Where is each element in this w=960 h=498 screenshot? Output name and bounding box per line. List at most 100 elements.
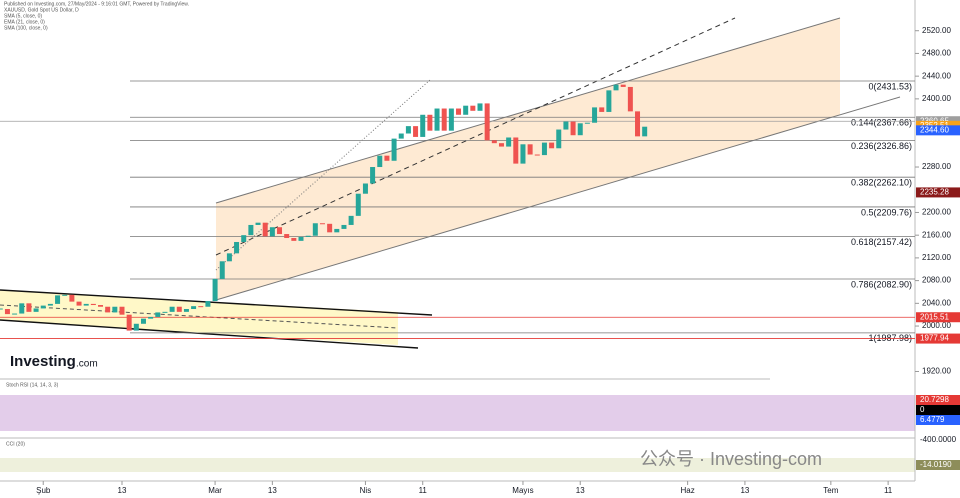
candle [463,105,469,115]
price-tag [916,333,960,344]
candle [312,223,318,236]
x-tick-label: 13 [740,486,749,495]
price-tag-label: 2015.51 [920,312,949,321]
candle [484,103,490,141]
candle [76,301,82,306]
y-tick-label: 2520.00 [922,26,951,35]
candle [248,224,254,236]
y-tick-label: 2120.00 [922,253,951,262]
candle [47,303,53,306]
fib-label: 0.786(2082.90) [851,279,912,289]
candle [341,224,347,229]
candle [477,103,483,111]
cci-band [0,458,915,472]
candle [119,306,125,315]
x-tick-label: 13 [118,486,127,495]
rising-channel [216,18,840,300]
y-tick-label: 2480.00 [922,49,951,58]
candle [527,144,533,155]
candle [112,306,118,313]
candle [291,238,297,241]
candle [549,142,555,149]
candle [398,133,404,139]
fib-label: 0.5(2209.76) [861,207,912,217]
candle [570,121,576,136]
x-tick-label: Nis [360,486,372,495]
candle [90,303,96,306]
candle [234,241,240,254]
x-tick-label: 13 [576,486,585,495]
candle [413,126,419,137]
header-text: SMA (100, close, 0) [4,25,48,31]
candle [319,223,325,225]
candle [269,227,275,237]
candle [584,122,590,124]
candle [355,193,361,216]
header-text: EMA (21, close, 0) [4,19,45,25]
candle [441,108,447,131]
watermark: 公众号 · Investing-com [640,449,822,469]
fib-label: 0.236(2326.86) [851,141,912,151]
candle [506,137,512,147]
candle [635,111,641,137]
indicator-tag [916,395,960,405]
candle [83,303,89,306]
candle [456,108,462,115]
header-text: XAUUSD, Gold Spot US Dollar, D [4,7,79,13]
candle [105,306,111,313]
channel-lower [215,96,901,301]
candle [126,314,132,331]
candle [563,121,569,130]
candle [334,228,340,233]
candle [162,311,168,313]
price-tag-label: 2235.28 [920,188,949,197]
candle [284,234,290,239]
falling-mid [0,304,399,329]
candle [255,222,261,225]
candle [434,108,440,131]
candle [40,305,46,309]
candle [606,90,612,112]
stoch-title: Stoch RSI (14, 14, 3, 3) [6,382,59,388]
candle [599,107,605,112]
cci-title: CCI (20) [6,441,25,447]
header-text: SMA (5, close, 0) [4,13,42,19]
price-tag-label: 2360.65 [920,116,949,125]
candle [427,114,433,131]
price-tag [916,312,960,323]
y-tick-label: 2440.00 [922,71,951,80]
indicator-tag [916,415,960,425]
candle [148,316,154,319]
candle [520,144,526,164]
indicator-tag [916,460,960,470]
candle [183,309,189,312]
candle [613,84,619,91]
cci-axis-label: -400.0000 [920,435,957,444]
candle [577,123,583,136]
candle [405,126,411,134]
candle [534,154,540,156]
candle [362,183,368,194]
fib-label: 0.144(2367.66) [851,118,912,128]
candle [592,107,598,123]
candle [470,105,476,111]
candle [12,313,18,315]
fib-label: 0(2431.53) [868,81,912,91]
x-tick-label: Tem [823,486,838,495]
y-tick-label: 1920.00 [922,367,951,376]
candle [26,303,32,312]
price-tag [916,187,960,198]
candle [98,305,104,307]
candle [642,126,648,137]
logo: Investing [10,353,76,370]
x-tick-label: 11 [419,486,428,495]
candle [19,303,25,314]
candle [305,235,311,237]
x-tick-label: 11 [884,486,893,495]
candle [420,114,426,137]
indicator-tag-label: 6.4779 [920,415,945,424]
candle [169,306,175,312]
candle [327,223,333,233]
candle [556,129,562,149]
candle [627,86,633,112]
